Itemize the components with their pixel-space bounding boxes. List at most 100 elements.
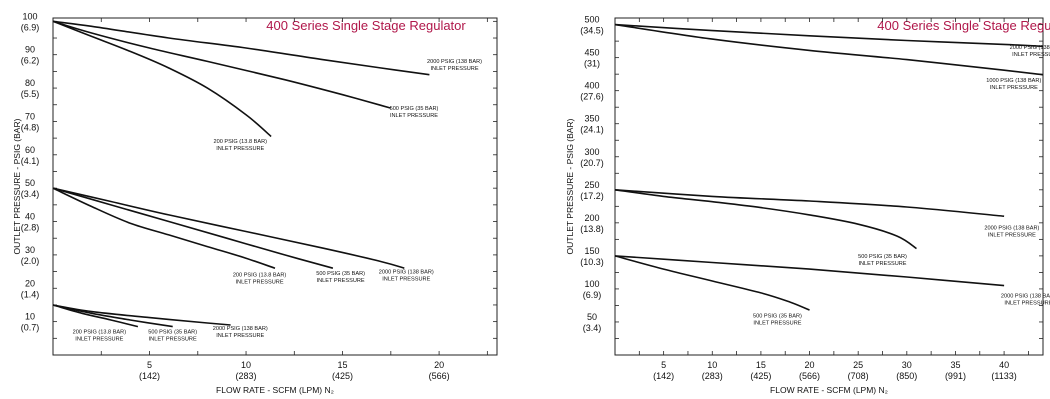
x-tick-label: 40 — [999, 360, 1009, 370]
series-label: INLET PRESSURE — [390, 113, 438, 119]
series-line — [52, 187, 276, 269]
series-label: 200 PSIG (13.8 BAR) — [214, 139, 268, 145]
y-tick-label: 60 — [25, 145, 35, 155]
x-tick-label: 20 — [434, 360, 444, 370]
series-line — [614, 189, 917, 250]
y-tick-label: 70 — [25, 111, 35, 121]
y-tick-sublabel: (0.7) — [21, 323, 40, 333]
y-tick-sublabel: (10.3) — [580, 257, 604, 267]
y-tick-sublabel: (34.5) — [580, 26, 604, 36]
y-tick-sublabel: (6.9) — [21, 22, 40, 32]
y-tick-label: 10 — [25, 312, 35, 322]
x-tick-sublabel: (1133) — [991, 371, 1016, 381]
x-tick-label: 5 — [661, 360, 666, 370]
y-tick-sublabel: (27.6) — [580, 92, 604, 102]
series-label: INLET PRESSURE — [149, 336, 197, 342]
y-tick-sublabel: (1.4) — [21, 289, 40, 299]
x-tick-sublabel: (425) — [332, 371, 353, 381]
series-label: INLET PRESSURE — [753, 320, 801, 326]
series-line — [614, 255, 810, 311]
x-tick-sublabel: (425) — [750, 371, 771, 381]
series-line — [52, 20, 272, 138]
y-tick-label: 100 — [584, 279, 599, 289]
series-label: 2000 PSIG (138 BAR — [1010, 45, 1050, 51]
x-tick-label: 25 — [853, 360, 863, 370]
y-tick-sublabel: (3.4) — [583, 323, 602, 333]
series-label: 200 PSIG (13.8 BAR) — [73, 329, 127, 335]
series-label: 500 PSIG (35 BAR) — [390, 106, 439, 112]
series-label: INLET PRESSURE — [216, 333, 264, 339]
series-label: 2000 PSIG (138 BAR) — [984, 225, 1039, 231]
series-label: 500 PSIG (35 BAR) — [858, 254, 907, 260]
x-tick-sublabel: (142) — [139, 371, 160, 381]
y-tick-label: 250 — [584, 180, 599, 190]
x-tick-label: 15 — [338, 360, 348, 370]
chart-title: 400 Series Single Stage Regulator — [266, 18, 466, 33]
y-tick-sublabel: (13.8) — [580, 224, 604, 234]
x-tick-sublabel: (566) — [799, 371, 820, 381]
y-tick-sublabel: (17.2) — [580, 191, 604, 201]
x-axis-label: FLOW RATE - SCFM (LPM) N₂ — [770, 385, 888, 395]
y-tick-label: 150 — [584, 246, 599, 256]
series-label: INLET PRESSURE — [382, 276, 430, 282]
series-label: 2000 PSIG (138 BAR) — [427, 59, 482, 65]
plot-frame — [52, 17, 498, 356]
series-label: INLET PRESSURE — [1004, 301, 1050, 307]
y-tick-label: 50 — [587, 312, 597, 322]
series-line — [614, 23, 1044, 48]
y-tick-label: 500 — [584, 15, 599, 25]
y-tick-sublabel: (6.9) — [583, 290, 602, 300]
series-label: 200 PSIG (13.8 BAR) — [233, 273, 287, 279]
series-label: 500 PSIG (35 BAR) — [753, 313, 802, 319]
y-tick-label: 200 — [584, 213, 599, 223]
series-label: INLET PRESSURE — [75, 336, 123, 342]
series-label: INLET PRESSURE — [1012, 52, 1050, 58]
x-tick-sublabel: (283) — [236, 371, 257, 381]
y-tick-sublabel: (6.2) — [21, 56, 40, 66]
y-tick-label: 450 — [584, 48, 599, 58]
y-tick-label: 80 — [25, 78, 35, 88]
y-tick-sublabel: (24.1) — [580, 125, 604, 135]
y-tick-sublabel: (4.1) — [21, 156, 40, 166]
y-tick-label: 100 — [22, 11, 37, 21]
x-tick-sublabel: (850) — [896, 371, 917, 381]
series-label: 500 PSIG (35 BAR) — [148, 329, 197, 335]
x-tick-label: 35 — [950, 360, 960, 370]
series-line — [614, 189, 1005, 217]
x-tick-sublabel: (283) — [702, 371, 723, 381]
y-axis-label: OUTLET PRESSURE - PSIG (BAR) — [12, 118, 22, 254]
series-line — [52, 187, 334, 269]
series-line — [52, 20, 392, 109]
y-tick-label: 40 — [25, 212, 35, 222]
x-tick-sublabel: (708) — [848, 371, 869, 381]
series-label: 2000 PSIG (138 BAR) — [1001, 294, 1050, 300]
y-tick-label: 30 — [25, 245, 35, 255]
series-line — [52, 304, 139, 328]
y-tick-label: 90 — [25, 45, 35, 55]
y-tick-sublabel: (5.5) — [21, 89, 40, 99]
series-label: 1000 PSIG (138 BAR) — [986, 78, 1041, 84]
y-tick-label: 300 — [584, 147, 599, 157]
series-label: 500 PSIG (35 BAR) — [316, 271, 365, 277]
y-tick-label: 50 — [25, 178, 35, 188]
y-tick-sublabel: (4.8) — [21, 122, 40, 132]
x-tick-label: 10 — [241, 360, 251, 370]
series-label: 2000 PSIG (138 BAR) — [379, 269, 434, 275]
y-tick-label: 20 — [25, 278, 35, 288]
chart-title: 400 Series Single Stage Regulator — [877, 18, 1050, 33]
right-chart: 400 Series Single Stage Regulator OUTLET … — [565, 15, 1050, 395]
y-tick-sublabel: (2.0) — [21, 256, 40, 266]
y-tick-sublabel: (20.7) — [580, 158, 604, 168]
y-tick-sublabel: (2.8) — [21, 223, 40, 233]
series-label: INLET PRESSURE — [858, 261, 906, 267]
series-label: INLET PRESSURE — [430, 66, 478, 72]
x-axis-label: FLOW RATE - SCFM (LPM) N₂ — [216, 385, 334, 395]
y-tick-sublabel: (31) — [584, 59, 600, 69]
x-tick-sublabel: (566) — [429, 371, 450, 381]
series-label: INLET PRESSURE — [216, 146, 264, 152]
series-line — [52, 304, 231, 326]
series-line — [614, 23, 1044, 76]
x-tick-sublabel: (991) — [945, 371, 966, 381]
x-tick-label: 30 — [902, 360, 912, 370]
series-label: INLET PRESSURE — [988, 232, 1036, 238]
